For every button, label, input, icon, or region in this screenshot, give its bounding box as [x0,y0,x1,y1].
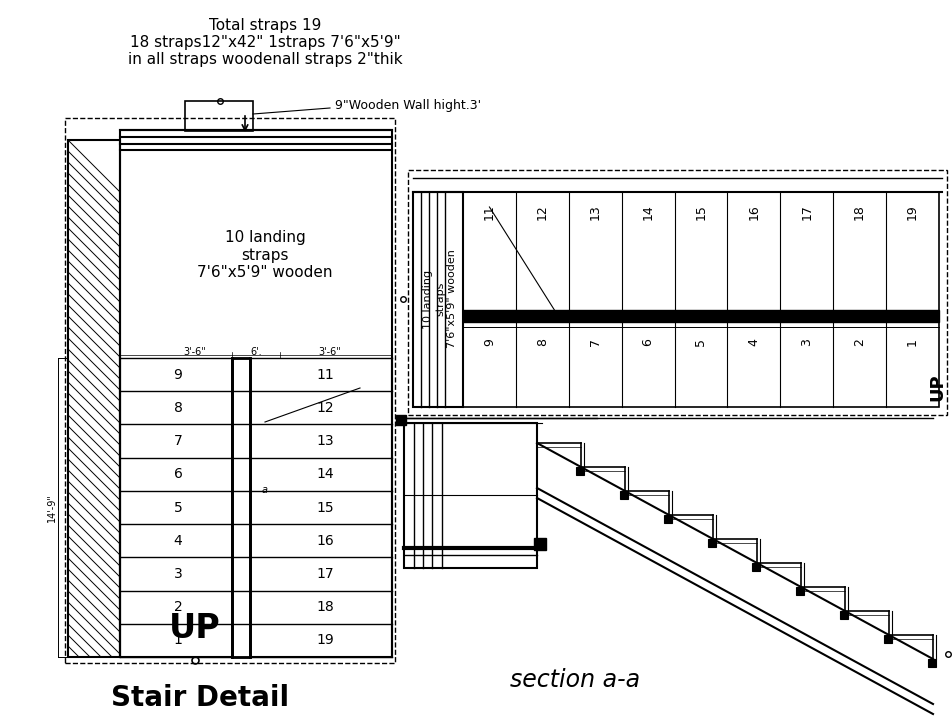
Bar [927,659,935,667]
Text: 6: 6 [173,467,182,481]
Bar [883,635,891,643]
Text: 8: 8 [535,338,548,346]
Text: 8: 8 [173,401,182,415]
Text: 15: 15 [316,500,333,515]
Bar [231,358,249,657]
Bar [795,587,803,595]
Text: 11: 11 [483,204,495,220]
Text: 1: 1 [173,634,182,647]
Text: 6'.: 6'. [250,347,262,357]
Text: 4: 4 [173,534,182,548]
Text: 9"Wooden Wall hight.3': 9"Wooden Wall hight.3' [335,99,481,112]
Bar [463,192,938,407]
Text: 9: 9 [483,338,495,346]
Text: 16: 16 [316,534,333,548]
Text: 5: 5 [173,500,182,515]
Text: 16: 16 [746,204,760,220]
Text: 5: 5 [694,338,706,346]
Text: Total straps 19: Total straps 19 [208,18,321,33]
Text: UP: UP [169,611,221,644]
Bar [407,170,946,415]
Bar [707,539,715,547]
Bar [620,491,627,499]
Bar [404,423,536,568]
Text: 13: 13 [588,204,601,220]
Text: 19: 19 [316,634,333,647]
Text: 2: 2 [852,338,865,346]
Bar [463,310,938,322]
Text: 17: 17 [316,567,333,581]
Bar [533,538,545,550]
Text: 10 landing
straps
7'6"x5'9" wooden: 10 landing straps 7'6"x5'9" wooden [197,230,332,280]
Text: a: a [262,485,268,495]
Bar [412,192,463,407]
Text: 6: 6 [641,338,654,346]
Text: in all straps woodenall straps 2"thik: in all straps woodenall straps 2"thik [128,52,402,67]
Text: 13: 13 [316,434,333,448]
Text: 14'-9": 14'-9" [47,494,57,523]
Text: 18: 18 [852,204,865,220]
Bar [664,515,671,523]
Bar [839,611,847,619]
Bar [575,467,584,475]
Bar [120,130,391,657]
Text: 11: 11 [316,368,333,382]
Text: 1: 1 [905,338,918,346]
Text: 15: 15 [694,204,706,220]
Text: 4: 4 [746,338,760,346]
Text: 7: 7 [588,338,601,346]
Text: 14: 14 [316,467,333,481]
Text: 14: 14 [641,204,654,220]
Bar [65,118,394,663]
Bar [185,101,252,131]
Text: 10 landing
straps
7'6"x5'9" wooden: 10 landing straps 7'6"x5'9" wooden [423,250,456,348]
Text: 3'-6": 3'-6" [318,347,341,357]
Text: Stair Detail: Stair Detail [110,684,288,712]
Text: 12: 12 [535,204,548,220]
Text: 17: 17 [800,204,812,220]
Text: 19: 19 [905,204,918,220]
Text: 18 straps12"x42" 1straps 7'6"x5'9": 18 straps12"x42" 1straps 7'6"x5'9" [129,35,400,50]
Text: 2: 2 [173,600,182,614]
Bar [751,563,759,571]
Text: 3: 3 [173,567,182,581]
Text: UP: UP [927,373,945,401]
Bar [396,415,406,425]
Text: 12: 12 [316,401,333,415]
Bar [68,140,120,657]
Text: 18: 18 [316,600,333,614]
Text: 9: 9 [173,368,182,382]
Text: section a-a: section a-a [509,668,640,692]
Text: 3: 3 [800,338,812,346]
Text: 3'-6": 3'-6" [184,347,207,357]
Text: 7: 7 [173,434,182,448]
